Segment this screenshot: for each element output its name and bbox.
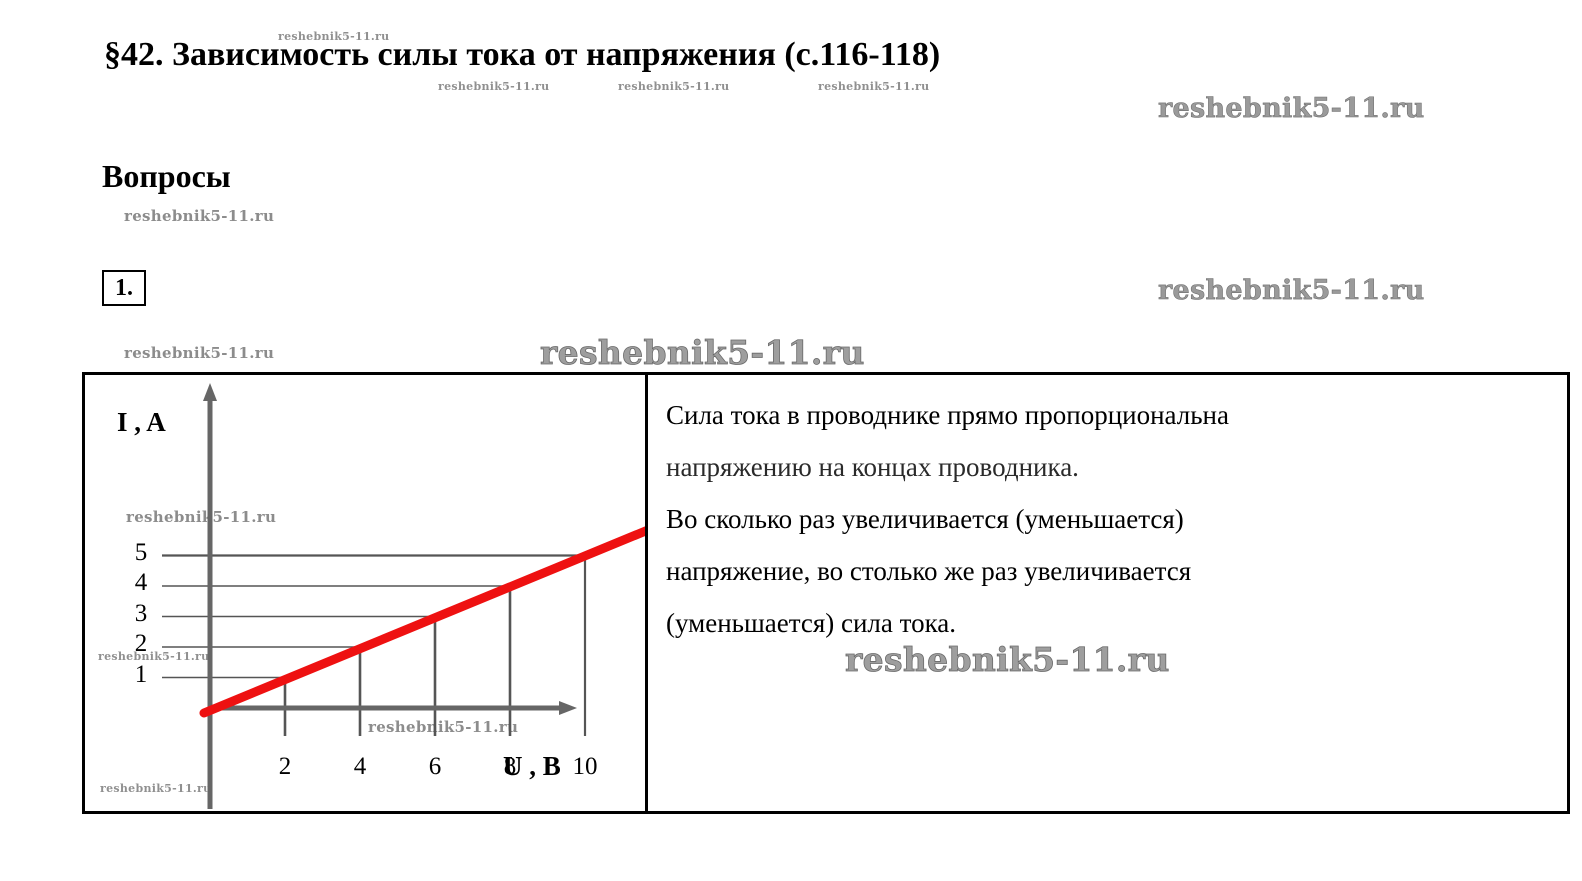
x-tick-label: 4: [353, 753, 367, 780]
watermark: reshebnik5-11.ru: [438, 80, 550, 93]
answer-text-cell: Сила тока в проводнике прямо пропорциона…: [648, 375, 1567, 811]
x-tick-label: 10: [572, 753, 598, 780]
page-title: §42. Зависимость силы тока от напряжения…: [104, 36, 941, 73]
answer-line: напряжение, во столько же раз увеличивае…: [666, 556, 1192, 586]
current-voltage-graph: [162, 383, 645, 809]
watermark: reshebnik5-11.ru: [540, 333, 865, 373]
y-axis-label: I , A: [117, 407, 166, 437]
answer-line: (уменьшается) сила тока.: [666, 608, 957, 638]
x-tick-label: 2: [278, 753, 292, 780]
task-number-box: 1.: [102, 270, 146, 306]
x-tick-label: 6: [428, 753, 442, 780]
y-tick-label: 1: [134, 660, 148, 688]
watermark: reshebnik5-11.ru: [818, 80, 930, 93]
watermark: reshebnik5-11.ru: [1158, 93, 1425, 125]
answer-line: Сила тока в проводнике прямо пропорциона…: [666, 400, 1229, 430]
section-heading: Вопросы: [102, 158, 231, 194]
y-tick-label: 3: [134, 599, 148, 627]
graph-series-layer: [199, 526, 645, 718]
answer-line: Во сколько раз увеличивается (уменьшаетс…: [666, 504, 1184, 534]
y-tick-label: 2: [134, 630, 148, 657]
watermark: reshebnik5-11.ru: [1158, 275, 1425, 307]
watermark: reshebnik5-11.ru: [618, 80, 730, 93]
task-number-label: 1.: [115, 274, 133, 301]
graph-axes: [203, 383, 577, 809]
y-tick-label: 5: [134, 538, 148, 566]
x-axis-arrowhead: [559, 701, 577, 715]
x-tick-label: 8: [503, 753, 517, 780]
answer-table: I , A U , B 1 2 3 4 5 2 4 6 8 10 Сила тока в про…: [82, 372, 1570, 814]
watermark: reshebnik5-11.ru: [124, 344, 275, 362]
watermark: reshebnik5-11.ru: [124, 207, 275, 225]
data-series-line: [199, 526, 645, 718]
answer-line: напряжению на концах проводника.: [666, 452, 1079, 482]
x-axis-label: U , B: [503, 751, 561, 781]
graph-cell: I , A U , B 1 2 3 4 5 2 4 6 8 10: [85, 375, 648, 811]
y-axis-arrowhead: [203, 383, 217, 401]
y-tick-label: 4: [134, 569, 148, 596]
